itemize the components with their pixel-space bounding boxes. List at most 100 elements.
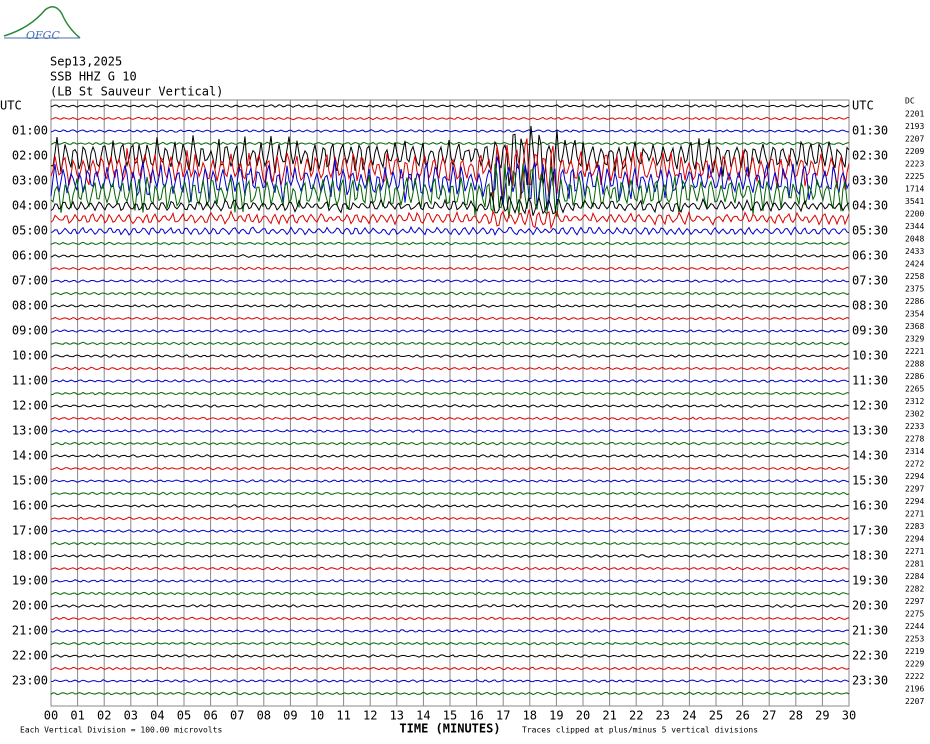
plot-frame bbox=[50, 99, 850, 707]
trace bbox=[51, 441, 850, 446]
trace bbox=[50, 641, 850, 646]
right-hour-label: 10:30 bbox=[852, 349, 888, 363]
trace bbox=[50, 138, 850, 199]
dc-value: 2233 bbox=[905, 422, 924, 431]
dc-value: 2225 bbox=[905, 172, 924, 181]
dc-value: 1714 bbox=[905, 185, 924, 194]
x-tick-label: 08 bbox=[257, 709, 271, 723]
right-hour-label: 17:30 bbox=[852, 524, 888, 538]
trace bbox=[50, 516, 850, 521]
trace bbox=[50, 209, 850, 230]
dc-value: 2281 bbox=[905, 560, 924, 569]
trace bbox=[50, 354, 850, 358]
left-hour-label: 18:00 bbox=[12, 549, 48, 563]
right-hour-label: 05:30 bbox=[852, 224, 888, 238]
dc-value: 2354 bbox=[905, 310, 924, 319]
right-hour-label: 14:30 bbox=[852, 449, 888, 463]
trace bbox=[50, 341, 850, 346]
right-hour-label: 06:30 bbox=[852, 249, 888, 263]
x-tick-label: 24 bbox=[682, 709, 696, 723]
x-tick-label: 05 bbox=[177, 709, 191, 723]
left-hour-label: 10:00 bbox=[12, 349, 48, 363]
left-hour-label: 04:00 bbox=[12, 199, 48, 213]
dc-value: 2294 bbox=[905, 535, 924, 544]
x-tick-label: 28 bbox=[789, 709, 803, 723]
x-tick-label: 01 bbox=[70, 709, 84, 723]
x-tick-label: 16 bbox=[469, 709, 483, 723]
left-hour-label: 21:00 bbox=[12, 624, 48, 638]
right-hour-label: 04:30 bbox=[852, 199, 888, 213]
trace bbox=[50, 291, 850, 296]
left-hour-label: 20:00 bbox=[12, 599, 48, 613]
dc-value: 2222 bbox=[905, 672, 924, 681]
dc-value: 2312 bbox=[905, 397, 924, 406]
x-tick-label: 21 bbox=[602, 709, 616, 723]
right-hour-label: 03:30 bbox=[852, 174, 888, 188]
dc-value: 2265 bbox=[905, 385, 924, 394]
trace bbox=[50, 654, 850, 658]
dc-value: 2207 bbox=[905, 697, 924, 706]
trace bbox=[50, 225, 850, 237]
dc-value: 2209 bbox=[905, 147, 924, 156]
dc-value: 2314 bbox=[905, 447, 924, 456]
dc-value: 2344 bbox=[905, 222, 924, 231]
dc-value: 2375 bbox=[905, 285, 924, 294]
left-hour-label: 05:00 bbox=[12, 224, 48, 238]
x-tick-label: 09 bbox=[283, 709, 297, 723]
dc-value: 2288 bbox=[905, 360, 924, 369]
left-hour-label: 08:00 bbox=[12, 299, 48, 313]
x-tick-label: 11 bbox=[336, 709, 350, 723]
dc-value: 2286 bbox=[905, 297, 924, 306]
dc-value: 2294 bbox=[905, 472, 924, 481]
dc-value: 2229 bbox=[905, 660, 924, 669]
right-hour-label: 18:30 bbox=[852, 549, 888, 563]
right-hour-label: 01:30 bbox=[852, 124, 888, 138]
right-hour-label: 22:30 bbox=[852, 649, 888, 663]
trace bbox=[50, 454, 850, 458]
dc-value: 2200 bbox=[905, 210, 924, 219]
dc-value: 2219 bbox=[905, 647, 924, 656]
header-station: SSB HHZ G 10 bbox=[50, 70, 137, 84]
trace bbox=[50, 125, 850, 187]
right-hour-label: 16:30 bbox=[852, 499, 888, 513]
left-hour-label: 11:00 bbox=[12, 374, 48, 388]
right-hour-label: 13:30 bbox=[852, 424, 888, 438]
x-tick-label: 26 bbox=[735, 709, 749, 723]
dc-value: 2258 bbox=[905, 272, 924, 281]
trace bbox=[50, 466, 850, 471]
dc-value: 2271 bbox=[905, 547, 924, 556]
trace bbox=[50, 554, 850, 558]
dc-value: 2286 bbox=[905, 372, 924, 381]
trace bbox=[50, 366, 850, 371]
x-tick-label: 04 bbox=[150, 709, 164, 723]
x-tick-label: 13 bbox=[390, 709, 404, 723]
left-hour-label: 12:00 bbox=[12, 399, 48, 413]
trace bbox=[50, 479, 850, 483]
trace bbox=[50, 254, 850, 258]
dc-value: 2275 bbox=[905, 610, 924, 619]
trace bbox=[50, 129, 850, 133]
dc-value: 3541 bbox=[905, 197, 924, 206]
dc-value: 2284 bbox=[905, 572, 924, 581]
footer-scale: Each Vertical Division = 100.00 microvol… bbox=[20, 726, 222, 735]
left-hour-label: UTC bbox=[0, 99, 22, 113]
trace bbox=[50, 316, 850, 321]
left-hour-label: 14:00 bbox=[12, 449, 48, 463]
right-hour-label: 12:30 bbox=[852, 399, 888, 413]
trace bbox=[50, 416, 850, 421]
trace bbox=[50, 491, 850, 496]
dc-value: 2221 bbox=[905, 347, 924, 356]
trace bbox=[50, 504, 850, 508]
trace bbox=[50, 529, 850, 533]
dc-value: 2283 bbox=[905, 522, 924, 531]
x-tick-label: 25 bbox=[709, 709, 723, 723]
trace bbox=[50, 304, 850, 308]
footer-clip: Traces clipped at plus/minus 5 vertical … bbox=[522, 726, 758, 735]
left-hour-label: 15:00 bbox=[12, 474, 48, 488]
trace bbox=[50, 691, 850, 696]
dc-value: 2294 bbox=[905, 497, 924, 506]
x-axis-title: TIME (MINUTES) bbox=[399, 722, 500, 736]
right-hour-label: 21:30 bbox=[852, 624, 888, 638]
x-tick-label: 23 bbox=[656, 709, 670, 723]
x-tick-label: 10 bbox=[310, 709, 324, 723]
